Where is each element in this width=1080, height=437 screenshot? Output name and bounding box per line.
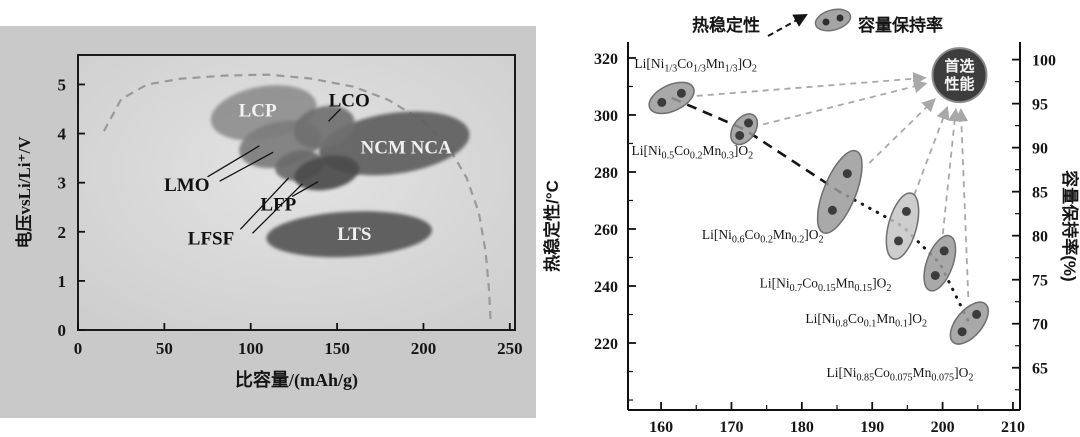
y-tick-label: 4 bbox=[58, 125, 67, 144]
thermal-trend-dashed bbox=[671, 96, 841, 193]
sample-dot bbox=[957, 327, 967, 337]
right-tick-label: 75 bbox=[1032, 273, 1048, 290]
sample-dot bbox=[657, 97, 667, 107]
y-tick-label: 2 bbox=[58, 223, 67, 242]
improvement-arrow bbox=[696, 71, 927, 97]
right-tick-label: 85 bbox=[1032, 185, 1048, 202]
composition-point-3 bbox=[885, 192, 920, 260]
material-label-lfsf: LFSF bbox=[188, 229, 234, 250]
sample-dot bbox=[939, 246, 949, 256]
improvement-arrow bbox=[913, 105, 950, 196]
bottom-tick-label: 190 bbox=[860, 419, 884, 436]
composition-label-3: Li[Ni0.7Co0.15Mn0.15]O2 bbox=[760, 275, 892, 294]
improvement-arrow bbox=[762, 79, 928, 126]
composition-label-1: Li[Ni0.5Co0.2Mn0.3]O2 bbox=[632, 143, 754, 162]
right-tick-label: 95 bbox=[1032, 97, 1048, 114]
left-tick-label: 280 bbox=[594, 165, 618, 182]
right-tick-label: 100 bbox=[1032, 53, 1056, 70]
left-tick-label: 320 bbox=[594, 51, 618, 68]
sample-dot bbox=[735, 131, 745, 140]
x-tick-label: 100 bbox=[238, 339, 264, 358]
bottom-tick-label: 180 bbox=[790, 419, 814, 436]
sample-dot bbox=[972, 309, 982, 319]
left-tick-label: 260 bbox=[594, 222, 618, 239]
y-axis-label: 电压vsLi/Li⁺/V bbox=[14, 136, 34, 249]
material-label-lcp: LCP bbox=[239, 100, 277, 121]
sample-dot bbox=[930, 271, 940, 280]
envelope-curve bbox=[102, 73, 492, 326]
legend-ellipse-icon bbox=[814, 8, 852, 32]
bottom-tick-label: 200 bbox=[931, 419, 955, 436]
thermal-stability-chart: 220 240 260 280 300 320 65 70 75 80 85 90 95 100 160 17… bbox=[542, 8, 1080, 436]
thermal-trend-dotted bbox=[838, 190, 971, 325]
sample-dot bbox=[894, 236, 903, 246]
composition-point-5 bbox=[949, 301, 989, 345]
composition-point-4 bbox=[923, 234, 957, 292]
material-blob-lfp bbox=[294, 155, 360, 191]
sample-dot bbox=[842, 169, 852, 179]
leader-line bbox=[291, 181, 319, 197]
legend-thermal-label: 热稳定性 bbox=[692, 15, 760, 35]
leader-line bbox=[207, 145, 260, 178]
improvement-arrow bbox=[941, 107, 962, 235]
x-tick-label: 250 bbox=[497, 339, 523, 358]
y-tick-label: 1 bbox=[58, 272, 67, 291]
material-label-lco: LCO bbox=[329, 91, 370, 112]
leader-line bbox=[219, 151, 274, 182]
left-tick-label: 220 bbox=[594, 336, 618, 353]
x-tick-label: 0 bbox=[74, 339, 83, 358]
composition-label-5: Li[Ni0.85Co0.075Mn0.075]O2 bbox=[826, 365, 973, 384]
right-axis-label: 容量保持率(%) bbox=[1060, 170, 1080, 281]
y-tick-label: 0 bbox=[58, 321, 67, 340]
sample-dot bbox=[827, 205, 837, 215]
material-label-lts: LTS bbox=[337, 224, 371, 245]
right-tick-label: 65 bbox=[1032, 361, 1048, 378]
composition-point-2 bbox=[816, 149, 863, 234]
target-label-line2: 性能 bbox=[944, 75, 974, 93]
x-tick-label: 200 bbox=[411, 339, 437, 358]
bottom-tick-label: 160 bbox=[649, 419, 673, 436]
material-label-lmo: LMO bbox=[164, 175, 209, 196]
material-blob-lco bbox=[293, 105, 355, 149]
material-blob-ncm-nca bbox=[318, 111, 470, 176]
composition-label-4: Li[Ni0.8Co0.1Mn0.1]O2 bbox=[805, 311, 927, 330]
material-label-lfp: LFP bbox=[260, 194, 296, 215]
improvement-arrow bbox=[868, 98, 936, 164]
left-axis-label: 热稳定性/°C bbox=[542, 180, 562, 272]
right-tick-label: 90 bbox=[1032, 141, 1048, 158]
material-blob-lts bbox=[266, 211, 432, 258]
y-tick-label: 3 bbox=[58, 174, 67, 193]
leader-line bbox=[327, 108, 342, 122]
leader-line bbox=[251, 183, 304, 234]
leader-line bbox=[239, 177, 290, 230]
composition-point-0 bbox=[648, 81, 695, 115]
sample-dot bbox=[744, 118, 753, 128]
legend-dashed-arrow-icon bbox=[767, 13, 808, 37]
y-tick-label: 5 bbox=[58, 75, 67, 94]
legend-retention-label: 容量保持率 bbox=[858, 15, 943, 35]
composition-label-0: Li[Ni1/3Co1/3Mn1/3]O2 bbox=[634, 56, 757, 75]
material-label-ncm-nca: NCM NCA bbox=[361, 137, 453, 158]
right-tick-label: 80 bbox=[1032, 229, 1048, 246]
bottom-tick-label: 210 bbox=[1001, 419, 1025, 436]
left-tick-label: 300 bbox=[594, 108, 618, 125]
x-axis-label: 比容量/(mAh/g) bbox=[235, 369, 358, 391]
sample-dot bbox=[676, 88, 686, 98]
preferred-performance-circle bbox=[931, 47, 988, 104]
x-tick-label: 150 bbox=[324, 339, 350, 358]
x-tick-label: 50 bbox=[156, 339, 173, 358]
composition-label-2: Li[Ni0.6Co0.2Mn0.2]O2 bbox=[702, 227, 824, 246]
left-tick-label: 240 bbox=[594, 279, 618, 296]
sample-dot bbox=[901, 206, 911, 216]
bottom-tick-label: 170 bbox=[719, 419, 743, 436]
improvement-arrow bbox=[954, 107, 970, 298]
target-label-line1: 首选 bbox=[944, 57, 974, 75]
right-tick-label: 70 bbox=[1032, 317, 1048, 334]
